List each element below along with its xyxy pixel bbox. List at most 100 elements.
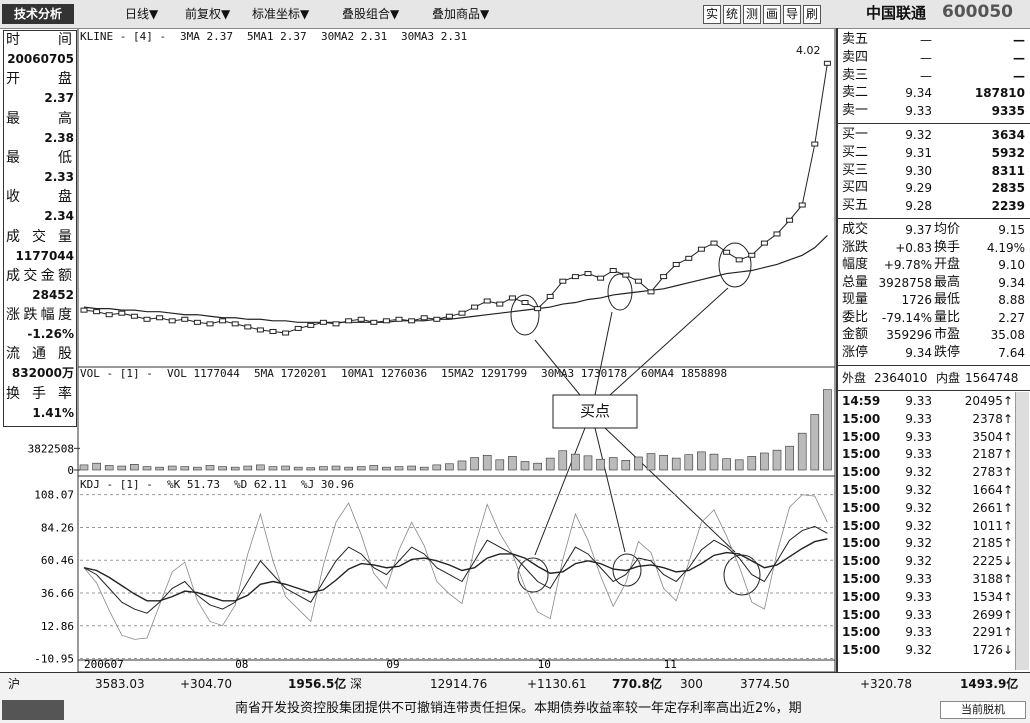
tool-button[interactable]: 技术分析 <box>2 4 74 24</box>
menu[interactable]: 叠加商品▼ <box>432 7 490 21</box>
volume-bar <box>709 453 719 471</box>
volume-bar <box>785 445 794 471</box>
trade-volume: 1534↑ <box>972 589 1013 604</box>
trade-volume: 1011↑ <box>972 518 1013 533</box>
stat-value: 2.27 <box>998 310 1025 325</box>
scrollbar[interactable] <box>1015 392 1029 670</box>
stat-label: 外盘 <box>842 371 867 385</box>
volume-bar <box>268 466 278 471</box>
volume-bar <box>243 465 253 471</box>
trade-price: 9.33 <box>905 447 932 462</box>
book-volume: — <box>1013 50 1025 65</box>
trade-price: 9.32 <box>905 500 932 515</box>
volume-bar <box>760 452 769 471</box>
close-mark <box>256 327 264 333</box>
index-item: 12914.76 <box>430 677 488 691</box>
info-value: 2.33 <box>44 169 74 184</box>
tool-icon[interactable]: 统 <box>723 5 741 24</box>
y-tick-label: 12.86 <box>41 620 74 633</box>
trade-price: 9.32 <box>905 643 932 658</box>
volume-bar <box>684 454 694 471</box>
trade-price: 9.32 <box>905 554 932 569</box>
tool-icon[interactable]: 刷 <box>803 5 821 24</box>
book-volume: 187810 <box>974 86 1025 101</box>
close-mark <box>622 272 630 278</box>
volume-bar <box>92 462 101 471</box>
close-mark <box>798 202 806 208</box>
tool-icon[interactable]: 导 <box>783 5 801 24</box>
close-mark <box>105 312 113 318</box>
stat-value: 3928758 <box>878 275 932 290</box>
trade-volume: 2783↑ <box>972 465 1013 480</box>
stat-label: 委比 <box>842 309 869 325</box>
volume-bar <box>407 465 416 471</box>
close-mark <box>118 310 126 316</box>
x-tick-label: 08 <box>235 658 248 671</box>
info-label: 收盘 <box>6 189 72 206</box>
close-mark <box>458 310 466 316</box>
chart-header: KLINE - [4] - <box>80 30 167 43</box>
book-label: 卖四 <box>842 49 869 65</box>
volume-bar <box>634 456 643 471</box>
volume-bar <box>659 454 668 471</box>
status-button[interactable]: 当前脱机 <box>940 701 1026 719</box>
stat-label: 涨停 <box>842 344 869 360</box>
close-mark <box>130 313 138 319</box>
book-volume: 2835 <box>991 181 1025 196</box>
close-mark <box>156 315 164 321</box>
book-label: 卖一 <box>842 103 869 119</box>
y-tick-label: 60.46 <box>41 554 74 567</box>
volume-bar <box>218 466 227 471</box>
book-price: 9.32 <box>905 128 932 142</box>
volume-bar <box>810 414 820 471</box>
trade-time: 15:00 <box>842 572 881 586</box>
annotation: 买点 <box>579 402 610 420</box>
stock-name: 中国联通 <box>866 4 927 22</box>
info-label: 开盘 <box>6 71 72 88</box>
volume-bar <box>495 459 505 471</box>
tool-icon[interactable]: 实 <box>703 5 721 24</box>
volume-bar <box>319 466 328 471</box>
volume-bar <box>382 466 391 471</box>
x-tick-label: 10 <box>538 658 551 671</box>
peak-label: 4.02 <box>796 44 821 58</box>
volume-bar <box>293 466 303 471</box>
trade-time: 15:00 <box>842 536 881 551</box>
volume-bar <box>130 464 139 471</box>
info-label: 时间 <box>6 32 72 48</box>
stat-value: 9.15 <box>998 223 1025 237</box>
close-mark <box>143 316 151 322</box>
info-value: 2.38 <box>44 130 74 145</box>
index-item: 沪 <box>8 677 21 691</box>
close-mark <box>319 319 327 325</box>
trade-volume: 2699↑ <box>972 607 1013 622</box>
trade-volume: 2187↑ <box>972 447 1013 462</box>
close-mark <box>508 295 516 301</box>
close-mark <box>609 268 617 274</box>
trade-time: 15:00 <box>842 429 881 444</box>
volume-bar <box>508 456 517 471</box>
menu[interactable]: 日线▼ <box>125 7 159 21</box>
close-mark <box>269 328 277 334</box>
tool-icon[interactable]: 测 <box>743 5 761 24</box>
trade-price: 9.32 <box>905 465 932 480</box>
volume-bar <box>520 461 530 471</box>
trade-time: 15:00 <box>842 483 881 497</box>
book-volume: 2239 <box>991 199 1025 214</box>
book-price: — <box>920 68 932 83</box>
info-label: 成交金额 <box>6 267 72 284</box>
menu[interactable]: 前复权▼ <box>185 7 231 21</box>
index-item: +320.78 <box>860 677 913 691</box>
tool-icon[interactable]: 画 <box>763 5 781 24</box>
volume-bar <box>104 465 114 471</box>
stat-value: 1726 <box>901 293 932 307</box>
menu[interactable]: 标准坐标▼ <box>252 7 310 21</box>
menu[interactable]: 叠股组合▼ <box>342 7 400 21</box>
close-mark <box>534 306 542 312</box>
stat-label: 开盘 <box>934 257 961 272</box>
info-value: 832000万 <box>11 366 74 381</box>
index-item: 1956.5亿 <box>288 677 347 691</box>
volume-bar <box>432 464 442 471</box>
close-mark <box>559 278 567 284</box>
y-tick-label: 0 <box>67 464 74 477</box>
